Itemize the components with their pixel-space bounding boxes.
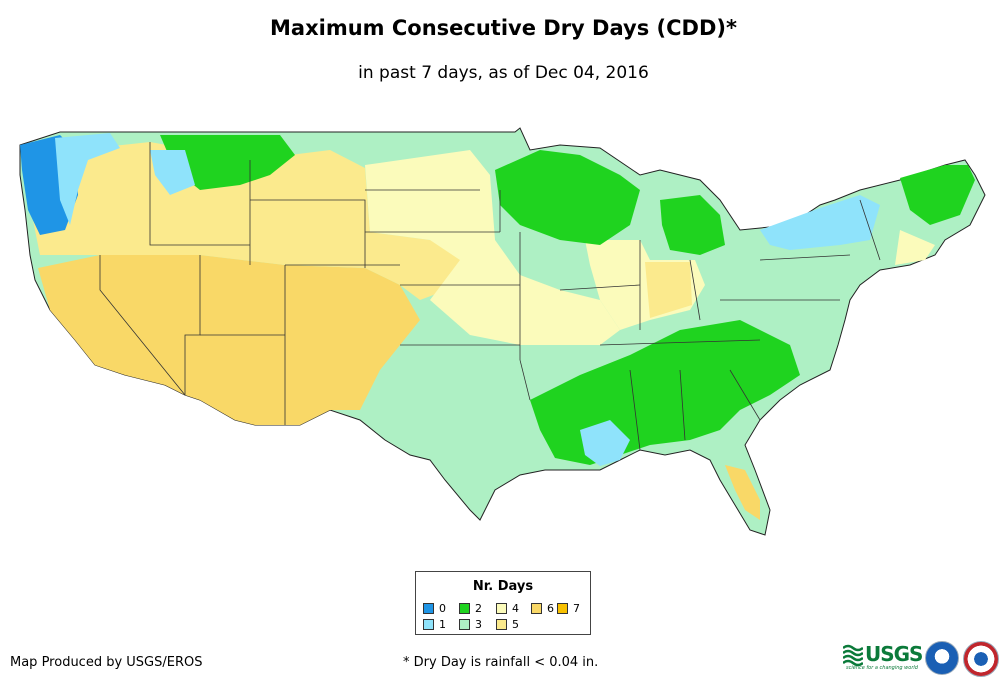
map-credit: Map Produced by USGS/EROS xyxy=(10,655,203,670)
usgs-tagline: science for a changing world xyxy=(846,665,918,671)
legend-item-6: 6 xyxy=(531,602,554,615)
region-plains-4 xyxy=(365,150,620,345)
legend-label-7: 7 xyxy=(573,602,580,615)
legend-label-3: 3 xyxy=(475,618,482,631)
legend-swatch-1 xyxy=(423,619,434,630)
region-ny-1 xyxy=(760,195,880,250)
legend-swatch-7 xyxy=(557,603,568,614)
region-florida-6 xyxy=(725,465,760,520)
legend-label-1: 1 xyxy=(439,618,446,631)
legend-swatch-4 xyxy=(496,603,507,614)
region-upper-midwest-2 xyxy=(495,150,640,245)
region-idaho-1 xyxy=(150,150,195,195)
usgs-logo: USGS science for a changing world xyxy=(843,642,923,674)
region-ohio-5 xyxy=(645,262,692,318)
legend-label-6: 6 xyxy=(547,602,554,615)
region-southwest-dry xyxy=(38,255,420,425)
region-rockies-dry xyxy=(32,142,470,300)
region-montana-2 xyxy=(160,135,295,190)
legend-item-0: 0 xyxy=(423,602,446,615)
legend-title: Nr. Days xyxy=(472,579,534,594)
legend-item-2: 2 xyxy=(459,602,482,615)
legend-item-5: 5 xyxy=(496,618,519,631)
map-title: Maximum Consecutive Dry Days (CDD)* xyxy=(270,16,737,40)
legend-item-4: 4 xyxy=(496,602,519,615)
legend-swatch-0 xyxy=(423,603,434,614)
region-michigan-2 xyxy=(660,195,725,255)
legend-swatch-3 xyxy=(459,619,470,630)
legend-item-1: 1 xyxy=(423,618,446,631)
region-new-england-2 xyxy=(900,165,975,225)
legend-label-0: 0 xyxy=(439,602,446,615)
legend-item-3: 3 xyxy=(459,618,482,631)
legend-label-5: 5 xyxy=(512,618,519,631)
dry-day-footnote: * Dry Day is rainfall < 0.04 in. xyxy=(403,655,599,670)
legend-label-4: 4 xyxy=(512,602,519,615)
legend-swatch-5 xyxy=(496,619,507,630)
noaa-logo-icon xyxy=(925,641,959,675)
legend: Nr. Days 0 1 2 3 4 5 6 7 xyxy=(415,571,591,635)
legend-label-2: 2 xyxy=(475,602,482,615)
map-subtitle: in past 7 days, as of Dec 04, 2016 xyxy=(358,63,649,83)
usgs-wordmark: USGS xyxy=(865,642,923,666)
usgs-wave-icon xyxy=(843,644,863,666)
region-pnw-wet-1 xyxy=(55,133,120,225)
legend-swatch-2 xyxy=(459,603,470,614)
nws-logo-icon xyxy=(963,641,999,677)
legend-item-7: 7 xyxy=(557,602,580,615)
legend-swatch-6 xyxy=(531,603,542,614)
state-boundaries xyxy=(99,142,881,451)
region-gulf-1 xyxy=(580,420,630,466)
region-mid-atlantic-4 xyxy=(895,230,935,265)
